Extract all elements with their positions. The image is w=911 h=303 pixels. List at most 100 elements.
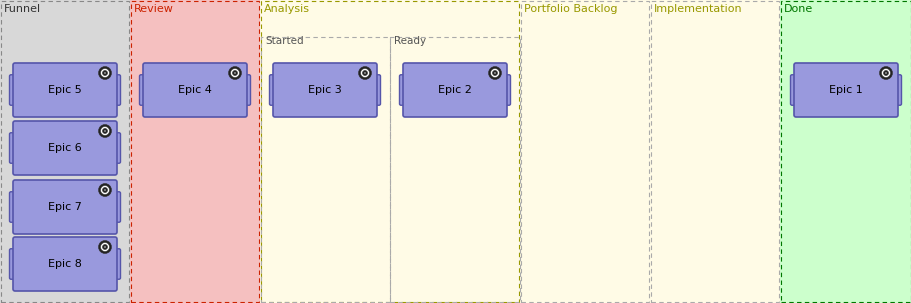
FancyBboxPatch shape (241, 75, 251, 105)
Text: Epic 2: Epic 2 (437, 85, 471, 95)
FancyBboxPatch shape (403, 63, 507, 117)
Circle shape (884, 72, 886, 74)
Circle shape (102, 245, 107, 249)
FancyBboxPatch shape (13, 180, 117, 234)
Bar (519, 0, 650, 303)
Bar (131, 1, 259, 302)
Circle shape (102, 128, 107, 134)
Circle shape (490, 68, 499, 78)
Circle shape (494, 72, 496, 74)
Bar (779, 0, 911, 303)
Bar (500, 77, 505, 103)
Bar (404, 77, 408, 103)
Circle shape (363, 72, 365, 74)
Circle shape (104, 72, 106, 74)
Circle shape (98, 241, 111, 254)
Text: Funnel: Funnel (4, 4, 41, 14)
Circle shape (229, 66, 241, 79)
Circle shape (104, 189, 106, 191)
Text: Implementation: Implementation (653, 4, 742, 14)
Circle shape (102, 188, 107, 192)
Bar (795, 77, 799, 103)
Circle shape (104, 246, 106, 248)
Text: Epic 7: Epic 7 (48, 202, 82, 212)
Circle shape (100, 185, 109, 195)
Circle shape (98, 184, 111, 197)
Bar (371, 77, 374, 103)
Text: Epic 4: Epic 4 (178, 85, 211, 95)
Circle shape (104, 130, 106, 132)
FancyBboxPatch shape (371, 75, 380, 105)
FancyBboxPatch shape (111, 75, 120, 105)
FancyBboxPatch shape (111, 249, 120, 279)
Text: Epic 6: Epic 6 (48, 143, 82, 153)
Bar (111, 251, 115, 277)
Bar (145, 77, 148, 103)
Text: Ready: Ready (394, 36, 425, 46)
Bar (15, 135, 19, 161)
FancyBboxPatch shape (793, 63, 897, 117)
Bar (261, 1, 518, 302)
FancyBboxPatch shape (13, 237, 117, 291)
Bar (650, 0, 779, 303)
Circle shape (232, 71, 237, 75)
Circle shape (100, 68, 109, 78)
Circle shape (362, 71, 367, 75)
FancyBboxPatch shape (892, 75, 900, 105)
Text: Epic 1: Epic 1 (828, 85, 862, 95)
Text: Started: Started (265, 36, 303, 46)
Circle shape (100, 242, 109, 251)
FancyBboxPatch shape (111, 192, 120, 222)
Circle shape (883, 71, 887, 75)
Bar (111, 194, 115, 220)
Circle shape (98, 125, 111, 138)
Text: Epic 8: Epic 8 (48, 259, 82, 269)
Bar (1, 1, 128, 302)
Text: Epic 5: Epic 5 (48, 85, 82, 95)
FancyBboxPatch shape (9, 75, 18, 105)
FancyBboxPatch shape (143, 63, 247, 117)
Text: Analysis: Analysis (263, 4, 310, 14)
Bar (15, 194, 19, 220)
Circle shape (360, 68, 369, 78)
FancyBboxPatch shape (111, 133, 120, 163)
FancyBboxPatch shape (13, 121, 117, 175)
Circle shape (230, 68, 240, 78)
Circle shape (100, 126, 109, 135)
Bar (130, 0, 260, 303)
Circle shape (488, 66, 501, 79)
FancyBboxPatch shape (272, 63, 376, 117)
Text: Done: Done (783, 4, 813, 14)
Circle shape (98, 66, 111, 79)
Bar (275, 77, 279, 103)
Bar (520, 1, 649, 302)
Bar (390, 37, 519, 302)
Bar (261, 37, 390, 302)
FancyBboxPatch shape (270, 75, 278, 105)
Circle shape (492, 71, 497, 75)
Circle shape (358, 66, 371, 79)
Bar (891, 77, 895, 103)
Bar (15, 77, 19, 103)
Circle shape (881, 68, 889, 78)
Circle shape (102, 71, 107, 75)
Bar (241, 77, 245, 103)
FancyBboxPatch shape (790, 75, 799, 105)
Text: Review: Review (134, 4, 174, 14)
Bar (780, 1, 910, 302)
FancyBboxPatch shape (13, 63, 117, 117)
FancyBboxPatch shape (399, 75, 408, 105)
FancyBboxPatch shape (501, 75, 510, 105)
Bar (260, 0, 519, 303)
FancyBboxPatch shape (9, 249, 18, 279)
Text: Portfolio Backlog: Portfolio Backlog (524, 4, 617, 14)
Bar (111, 135, 115, 161)
Circle shape (878, 66, 892, 79)
FancyBboxPatch shape (9, 192, 18, 222)
Bar (15, 251, 19, 277)
Bar (111, 77, 115, 103)
FancyBboxPatch shape (9, 133, 18, 163)
Text: Epic 3: Epic 3 (308, 85, 342, 95)
Circle shape (234, 72, 236, 74)
Bar (0, 0, 130, 303)
